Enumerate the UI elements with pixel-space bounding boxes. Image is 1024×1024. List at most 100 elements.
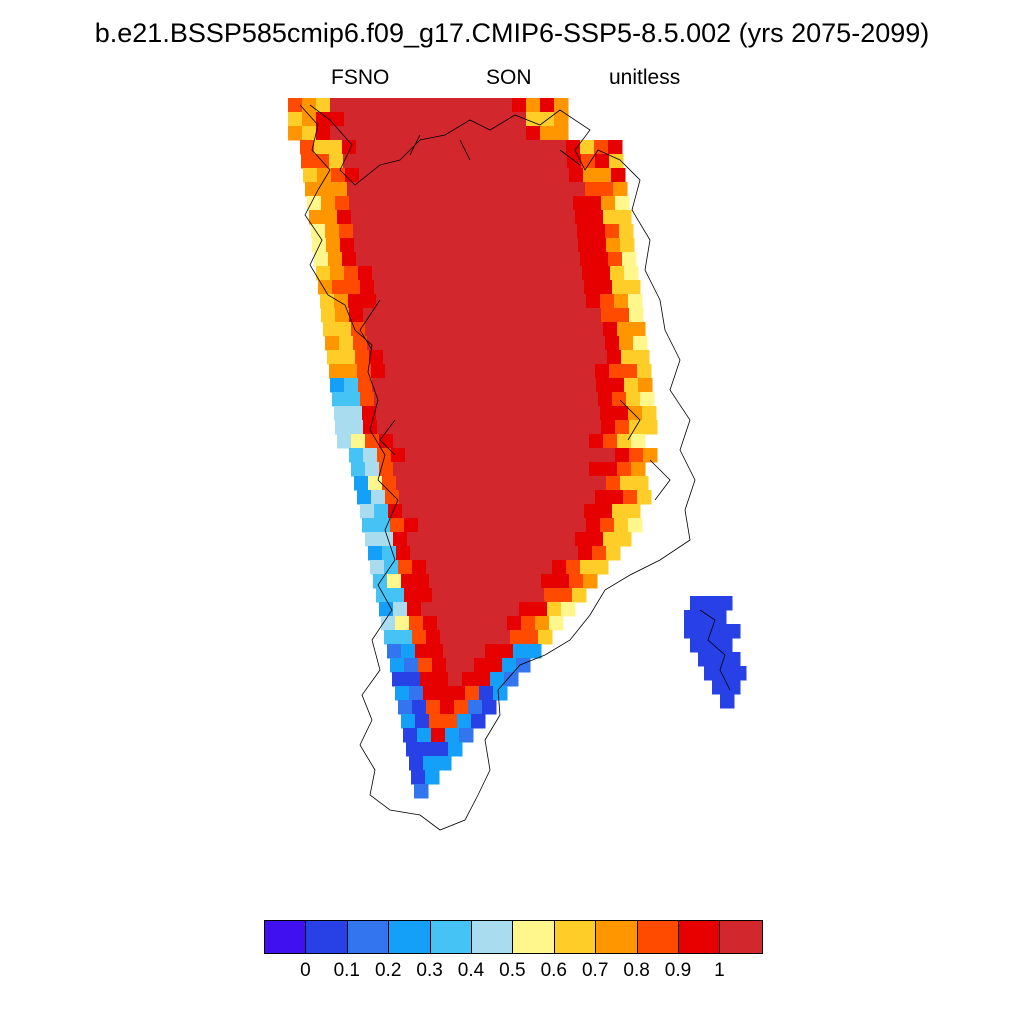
grid-cell xyxy=(351,322,366,337)
grid-cell xyxy=(409,756,424,771)
grid-cell xyxy=(412,630,427,645)
grid-cell xyxy=(379,532,394,547)
grid-cell xyxy=(406,742,421,757)
grid-cell xyxy=(474,658,489,673)
grid-cell xyxy=(550,238,565,253)
grid-cell xyxy=(381,616,396,631)
grid-cell xyxy=(484,378,499,393)
grid-cell xyxy=(613,182,628,197)
colorbar-tick-label: 0.1 xyxy=(333,960,361,981)
grid-cell xyxy=(365,210,380,225)
grid-cell xyxy=(441,364,456,379)
grid-cell xyxy=(505,210,520,225)
grid-cell xyxy=(526,98,541,113)
grid-cell xyxy=(503,448,518,463)
grid-cell xyxy=(580,252,595,267)
grid-cell xyxy=(558,518,573,533)
colorbar-tick-label: 0 xyxy=(300,960,311,981)
grid-cell xyxy=(418,518,433,533)
grid-cell xyxy=(554,98,569,113)
grid-cell xyxy=(528,392,543,407)
grid-cell xyxy=(442,98,457,113)
grid-cell xyxy=(609,154,624,169)
grid-cell xyxy=(461,196,476,211)
grid-cell xyxy=(587,308,602,323)
grid-cell xyxy=(349,420,364,435)
grid-cell xyxy=(454,630,469,645)
grid-cell xyxy=(393,462,408,477)
grid-cell xyxy=(539,364,554,379)
grid-cell xyxy=(456,98,471,113)
grid-cell xyxy=(578,476,593,491)
grid-cell xyxy=(329,154,344,169)
grid-cell xyxy=(358,98,373,113)
grid-cell xyxy=(411,350,426,365)
grid-cell xyxy=(554,266,569,281)
grid-cell xyxy=(556,280,571,295)
grid-cell xyxy=(443,644,458,659)
grid-cell xyxy=(433,196,448,211)
grid-cell xyxy=(475,196,490,211)
grid-cell xyxy=(409,616,424,631)
grid-cell xyxy=(345,168,360,183)
grid-cell xyxy=(421,210,436,225)
grid-cell xyxy=(482,560,497,575)
grid-cell xyxy=(615,420,630,435)
grid-cell xyxy=(606,476,621,491)
grid-cell xyxy=(362,518,377,533)
grid-cell xyxy=(533,602,548,617)
grid-cell xyxy=(499,644,514,659)
grid-cell xyxy=(447,448,462,463)
grid-cell xyxy=(474,518,489,533)
grid-cell xyxy=(496,140,511,155)
grid-cell xyxy=(357,364,372,379)
grid-cell xyxy=(376,588,391,603)
grid-cell xyxy=(485,644,500,659)
grid-cell xyxy=(347,182,362,197)
grid-cell xyxy=(502,588,517,603)
grid-cell xyxy=(344,98,359,113)
grid-cell xyxy=(451,686,466,701)
grid-cell xyxy=(381,336,396,351)
grid-cell xyxy=(690,638,705,653)
grid-cell xyxy=(614,518,629,533)
grid-cell xyxy=(512,112,527,127)
grid-cell xyxy=(480,476,495,491)
grid-cell xyxy=(477,434,492,449)
grid-cell xyxy=(512,126,527,141)
grid-cell xyxy=(582,378,597,393)
grid-cell xyxy=(449,532,464,547)
grid-cell xyxy=(428,112,443,127)
grid-cell xyxy=(554,378,569,393)
grid-cell xyxy=(412,252,427,267)
grid-cell xyxy=(379,322,394,337)
grid-cell xyxy=(407,532,422,547)
grid-cell xyxy=(495,350,510,365)
grid-cell xyxy=(526,378,541,393)
grid-cell xyxy=(559,308,574,323)
grid-cell xyxy=(516,518,531,533)
grid-cell xyxy=(494,546,509,561)
grid-cell xyxy=(544,294,559,309)
grid-cell xyxy=(566,252,581,267)
grid-cell xyxy=(481,350,496,365)
grid-cell xyxy=(545,196,560,211)
grid-cell xyxy=(446,294,461,309)
grid-cell xyxy=(631,434,646,449)
grid-cell xyxy=(339,336,354,351)
grid-cell xyxy=(589,322,604,337)
grid-cell xyxy=(550,476,565,491)
grid-cell xyxy=(556,504,571,519)
colorbar-swatch xyxy=(554,921,597,953)
grid-cell xyxy=(451,224,466,239)
grid-cell xyxy=(488,406,503,421)
grid-cell xyxy=(712,624,727,639)
grid-cell xyxy=(591,224,606,239)
grid-cell xyxy=(399,154,414,169)
grid-cell xyxy=(569,168,584,183)
grid-cell xyxy=(541,168,556,183)
grid-cell xyxy=(524,630,539,645)
grid-cell xyxy=(553,490,568,505)
grid-cell xyxy=(386,126,401,141)
grid-cell xyxy=(325,224,340,239)
